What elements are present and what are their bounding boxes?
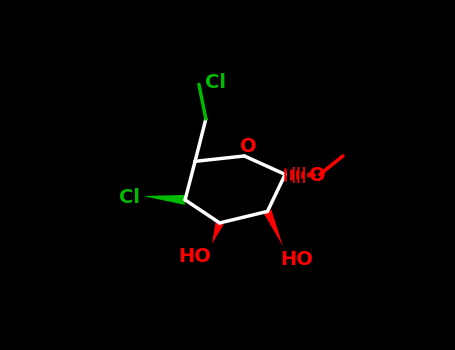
Polygon shape (143, 195, 186, 205)
Text: Cl: Cl (205, 73, 226, 92)
Polygon shape (263, 210, 283, 246)
Text: O: O (309, 167, 326, 186)
Polygon shape (212, 222, 224, 244)
Text: HO: HO (280, 250, 313, 269)
Text: |||: ||| (291, 167, 308, 183)
Text: Cl: Cl (119, 188, 140, 207)
Text: O: O (240, 137, 257, 156)
Text: HO: HO (179, 247, 212, 266)
